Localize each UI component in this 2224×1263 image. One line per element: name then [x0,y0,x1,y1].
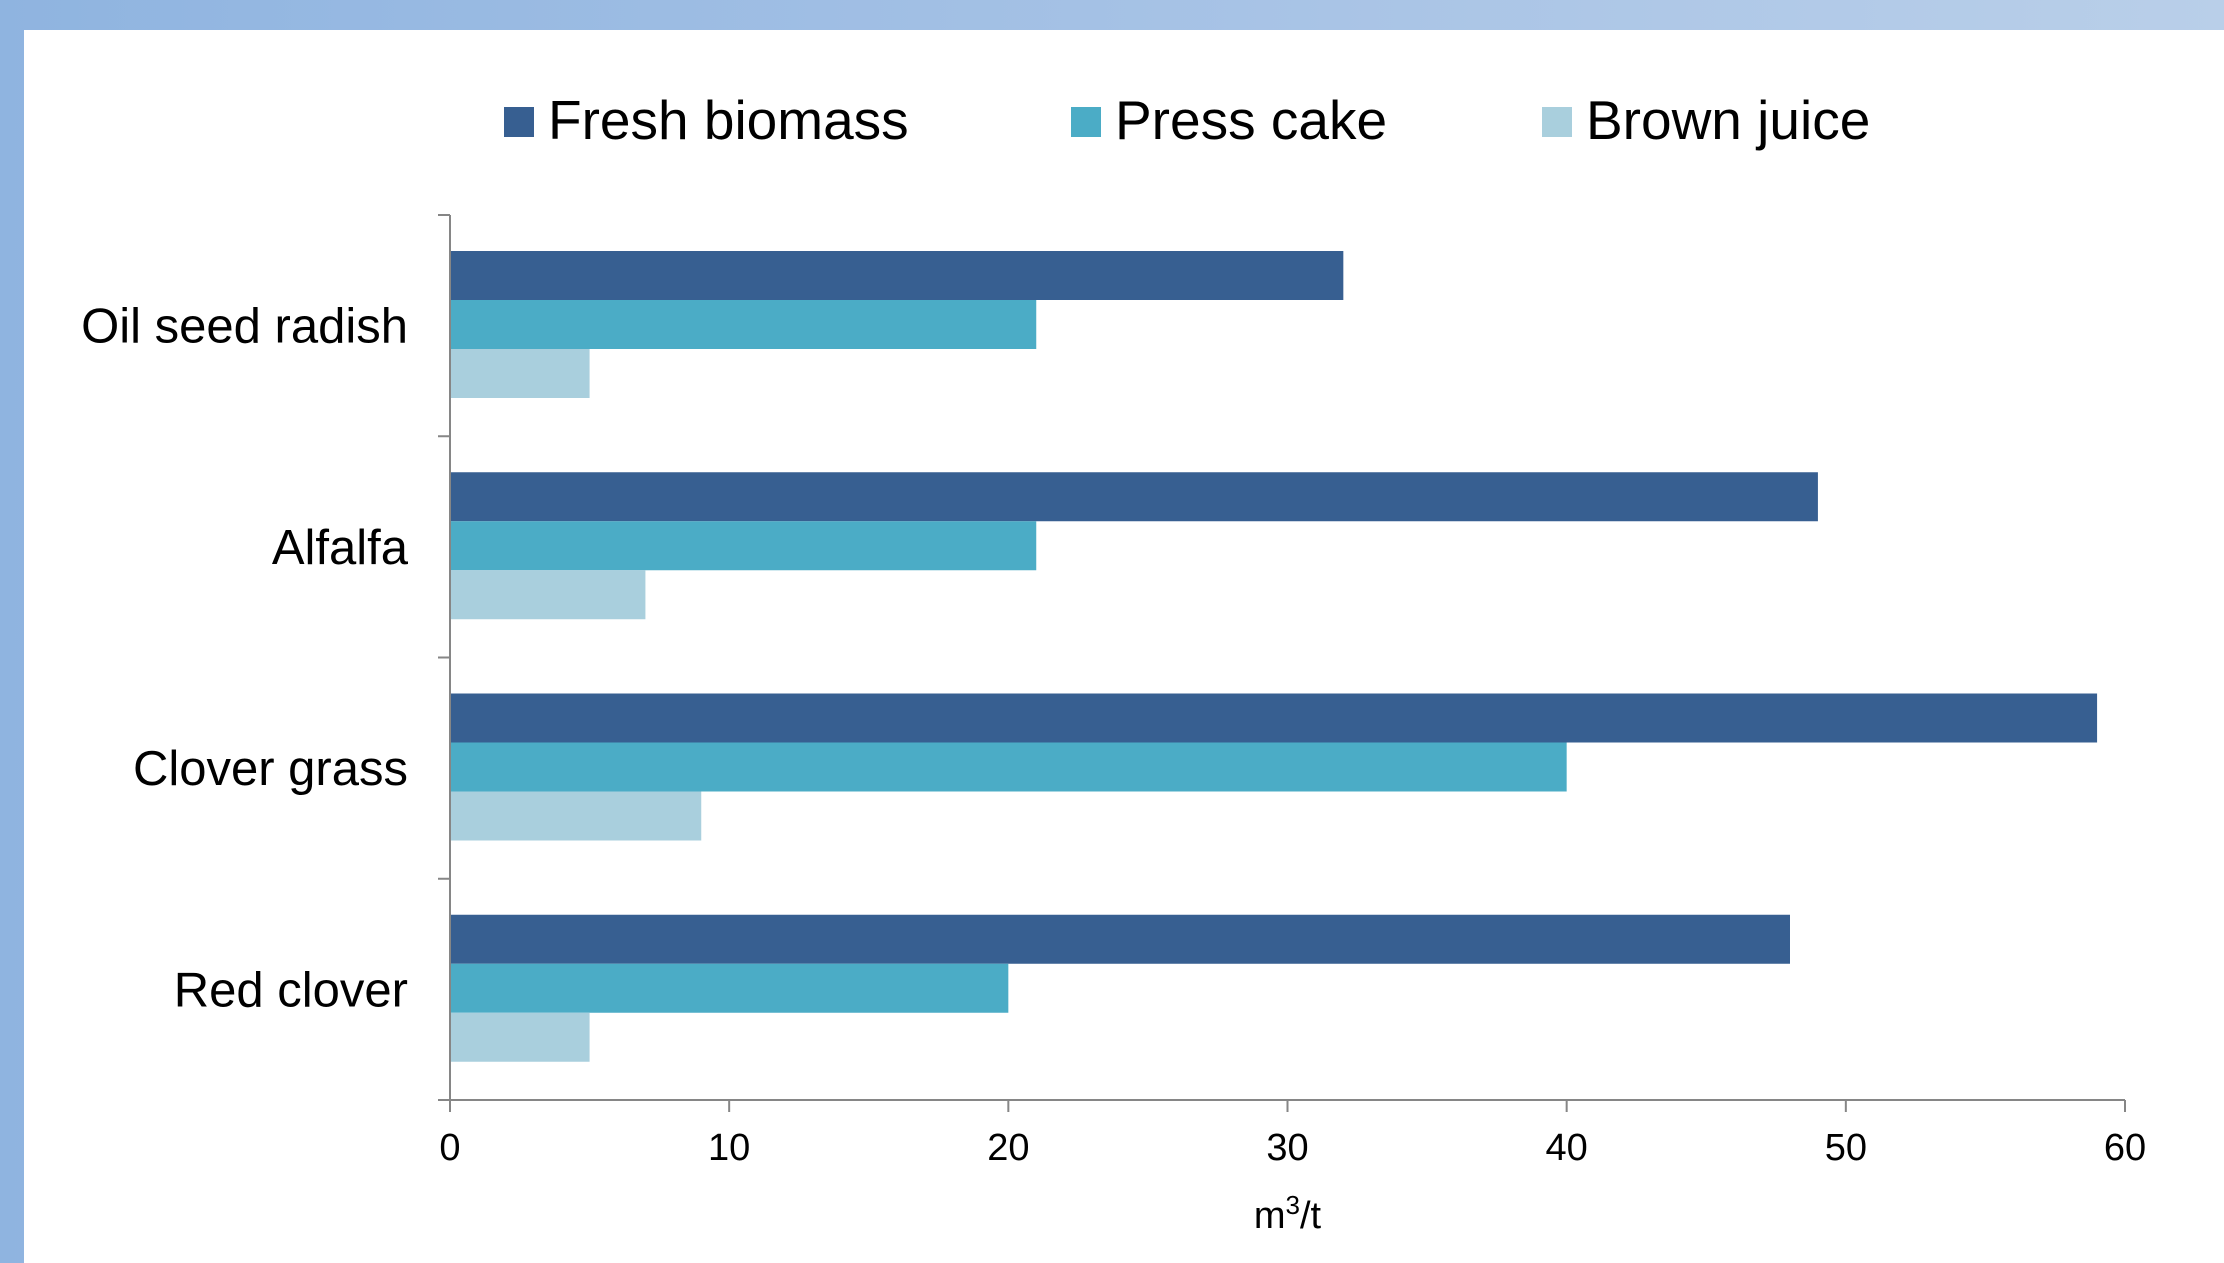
x-tick-labels: 0 10 20 30 40 50 60 [439,1127,2146,1169]
bars [450,251,2098,1062]
x-axis-title-base: m [1254,1195,1286,1237]
chart-panel: Fresh biomass Press cake Brown juice Oil s… [24,30,2224,1263]
axes [438,214,2126,1112]
bar-brown-juice-oil-seed-radish [450,349,590,398]
bar-chart: Fresh biomass Press cake Brown juice Oil s… [81,89,2146,1237]
category-label: Oil seed radish [81,300,408,354]
bar-brown-juice-red-clover [450,1012,590,1062]
bar-press-cake-red-clover [450,963,1009,1013]
x-tick-label: 0 [439,1127,460,1169]
bar-press-cake-oil-seed-radish [450,300,1037,349]
bar-brown-juice-alfalfa [450,570,646,620]
legend: Fresh biomass Press cake Brown juice [504,89,1870,151]
category-labels: Oil seed radish Alfalfa Clover grass Red cl… [81,300,409,1018]
bar-press-cake-clover-grass [450,742,1567,792]
category-label: Red clover [174,963,408,1017]
category-label: Alfalfa [272,521,409,575]
x-tick-label: 40 [1546,1127,1588,1169]
bar-brown-juice-clover-grass [450,791,702,841]
bar-press-cake-alfalfa [450,521,1037,571]
category-label: Clover grass [133,742,408,796]
legend-label: Press cake [1115,89,1387,151]
x-tick-label: 50 [1825,1127,1867,1169]
bar-fresh-biomass-alfalfa [450,472,1818,522]
x-tick-label: 30 [1266,1127,1308,1169]
legend-swatch [504,107,534,137]
legend-label: Brown juice [1586,89,1870,151]
bar-fresh-biomass-clover-grass [450,693,2098,743]
legend-swatch [1071,107,1101,137]
x-tick-label: 60 [2104,1127,2146,1169]
x-axis-title: m3/t [1254,1190,1322,1237]
x-axis-title-suffix: /t [1300,1195,1322,1237]
x-tick-label: 10 [708,1127,750,1169]
x-axis-title-sup: 3 [1286,1190,1300,1220]
bar-fresh-biomass-oil-seed-radish [450,251,1344,300]
bar-fresh-biomass-red-clover [450,914,1790,964]
legend-label: Fresh biomass [548,89,909,151]
legend-swatch [1542,107,1572,137]
x-tick-label: 20 [987,1127,1029,1169]
